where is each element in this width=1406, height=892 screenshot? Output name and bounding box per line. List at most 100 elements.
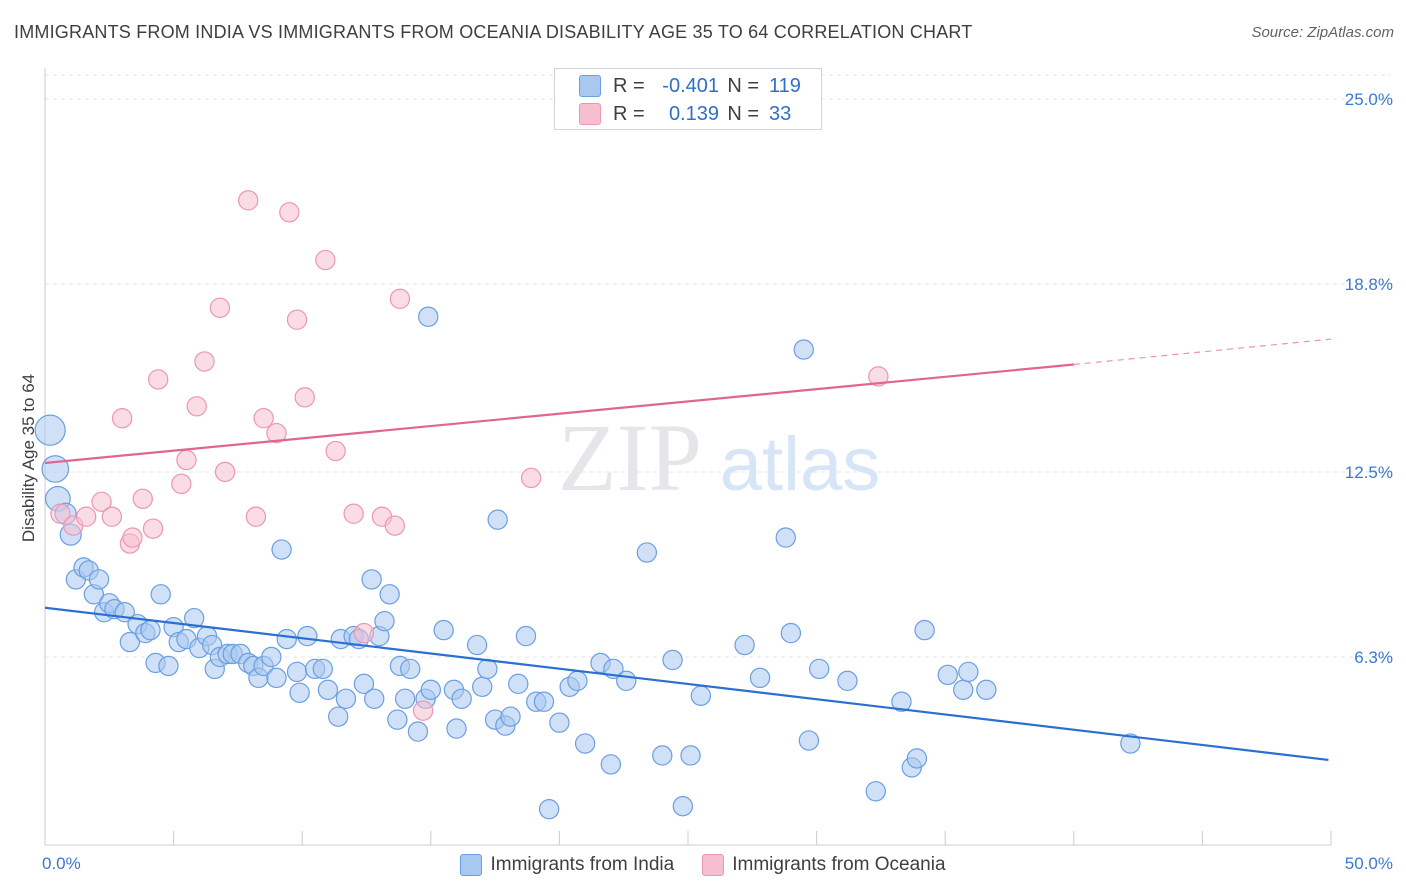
oceania-point [132,488,153,509]
stats-box: R = -0.401 N = 119 R = 0.139 N = 33 [554,68,822,130]
india-point [407,721,429,742]
legend-label-oceania: Immigrants from Oceania [732,854,946,875]
india-point [34,414,66,446]
grid-layer [45,74,1391,658]
oceania-point [389,288,411,310]
india-point [41,455,70,483]
india-point [472,676,493,698]
oceania-point [286,309,308,330]
india-point [500,706,521,727]
r-label: R = [613,74,645,97]
y-tick-label: 25.0% [1345,90,1393,109]
oceania-point [266,422,287,444]
india-point [976,679,997,700]
legend-item-oceania[interactable]: Immigrants from Oceania [702,854,946,876]
x-tick-label: 50.0% [1345,854,1393,873]
source-label: Source: ZipAtlas.com [1251,24,1394,41]
india-point [271,539,292,560]
india-point [418,306,439,327]
oceania-point [50,503,71,524]
india-point [749,667,771,689]
india-point [312,658,333,680]
n-value: 33 [769,102,792,125]
india-point [361,569,382,590]
x-tick-label: 0.0% [42,854,81,873]
india-point [533,691,555,712]
oceania-point [142,518,164,539]
india-point [600,754,622,775]
india-point [420,679,441,700]
india-point [508,673,529,695]
india-point [387,709,408,730]
oceania-point [253,408,274,429]
r-label: R = [613,102,645,125]
india-point [672,796,694,817]
india-point [780,622,802,644]
india-point [328,706,349,727]
india-point [837,670,858,692]
india-point [891,691,912,712]
chart-legend: Immigrants from India Immigrants from Oc… [0,850,1406,880]
oceania-trend-extension [1073,338,1332,366]
oceania-point [91,491,112,512]
india-point [793,339,814,360]
stats-row-india: R = -0.401 N = 119 [579,73,809,99]
oceania-point [325,440,346,462]
y-tick-label: 6.3% [1354,648,1393,667]
india-point [335,688,357,709]
oceania-point [384,515,405,536]
india-point [353,673,375,695]
india-point [487,509,508,530]
oceania-point [294,387,315,408]
india-point [400,658,421,680]
india-point [119,631,141,653]
india-point [690,685,712,706]
india-point [865,781,886,802]
oceania-point [111,408,133,429]
india-point [364,688,385,709]
oceania-point [122,527,143,548]
y-axis-label: Disability Age 35 to 64 [19,374,38,542]
oceania-point [75,506,97,527]
oceania-point [209,297,231,318]
india-point [477,658,498,680]
india-point [574,733,596,754]
oceania-point [520,467,542,489]
legend-item-india[interactable]: Immigrants from India [460,854,674,876]
india-trend-line [44,606,1329,762]
watermark-zip: ZIP [558,404,702,511]
india-point [680,745,701,766]
india-point [937,664,958,686]
india-point [140,619,161,641]
axis-layer: 6.3% 12.5% 18.8% 25.0% 0.0% 50.0% [42,68,1393,873]
india-point [775,527,796,548]
india-point [958,661,979,683]
oceania-point [186,396,207,417]
india-point [466,634,488,656]
india-point [88,569,110,590]
trend-layer [44,338,1332,762]
india-point [289,682,310,703]
oceania-trend-line [44,363,1074,465]
india-point [266,667,287,689]
india-point [451,688,472,709]
watermark-atlas: atlas [720,422,881,507]
india-point [297,625,318,647]
oceania-legend-swatch [702,854,725,876]
india-point [379,584,400,605]
india-point [394,688,416,709]
india-point [150,584,171,605]
oceania-point [245,506,267,527]
oceania-point [412,700,434,721]
india-point [276,628,297,650]
oceania-point [194,351,215,372]
oceania-point [237,190,259,211]
india-point [662,649,683,671]
india-point [1120,733,1141,754]
points-layer [34,190,1141,820]
india-point [446,718,467,739]
oceania-point [279,202,300,223]
stats-row-oceania: R = 0.139 N = 33 [579,101,809,127]
chart-title: IMMIGRANTS FROM INDIA VS IMMIGRANTS FROM… [14,22,973,42]
